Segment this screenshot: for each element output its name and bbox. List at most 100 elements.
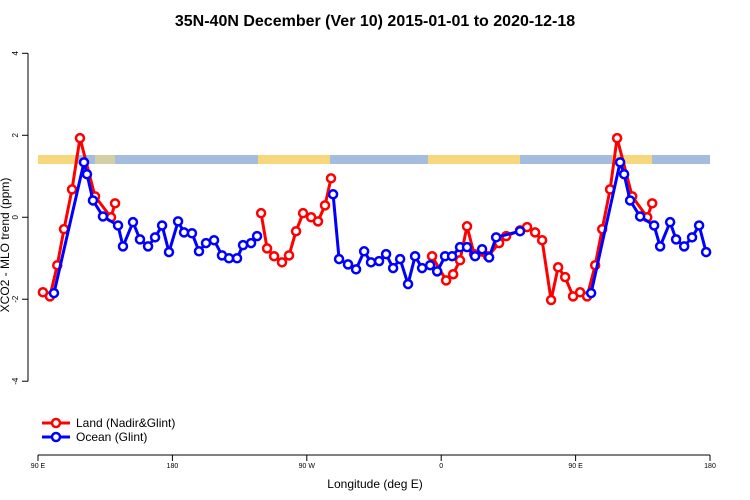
legend-label: Land (Nadir&Glint)	[76, 416, 175, 430]
data-point	[461, 241, 473, 253]
data-point	[387, 262, 399, 274]
data-point	[81, 168, 93, 180]
data-point	[654, 241, 666, 252]
x-tick-label: 90 E	[31, 463, 46, 470]
data-point	[552, 262, 564, 273]
x-tick-label: 0	[439, 463, 443, 470]
data-point	[461, 221, 473, 232]
data-point	[447, 268, 459, 280]
data-point	[149, 232, 161, 243]
data-point	[333, 253, 345, 265]
data-point	[134, 234, 146, 245]
data-point	[117, 241, 129, 252]
x-axis-label: Longitude (deg E)	[327, 477, 422, 491]
data-point	[78, 157, 90, 168]
chart-title: 35N-40N December (Ver 10) 2015-01-01 to …	[175, 13, 575, 30]
data-point	[648, 220, 660, 231]
data-point	[700, 246, 712, 258]
y-tick-label: -4	[11, 377, 20, 385]
x-tick-label: 180	[704, 463, 716, 470]
data-point	[476, 243, 488, 255]
data-point	[142, 241, 154, 252]
data-point	[109, 198, 121, 209]
data-point	[559, 271, 571, 283]
y-axis-label: XCO2 - MLO trend (ppm)	[0, 178, 12, 313]
data-point	[431, 266, 443, 277]
data-point	[365, 257, 377, 268]
data-point	[670, 234, 682, 245]
data-point	[416, 262, 428, 274]
series-line	[52, 160, 708, 294]
data-point	[268, 250, 280, 262]
data-point	[223, 252, 235, 264]
data-point	[172, 216, 184, 227]
data-point	[424, 259, 436, 271]
data-point	[664, 216, 676, 228]
data-point	[156, 220, 168, 231]
data-point	[469, 250, 481, 262]
y-tick-label: 2	[11, 133, 20, 138]
data-point	[87, 195, 99, 206]
data-point	[678, 241, 690, 252]
data-point	[231, 252, 243, 264]
data-point	[342, 259, 354, 270]
data-point	[373, 255, 385, 267]
data-point	[454, 255, 466, 266]
data-point	[193, 246, 205, 257]
data-point	[112, 220, 124, 231]
x-tick-label: 90 E	[568, 463, 583, 470]
data-point	[325, 173, 337, 184]
data-point	[350, 264, 362, 275]
y-tick-label: 4	[11, 51, 20, 56]
data-point	[276, 257, 288, 268]
plot-area	[37, 132, 712, 306]
data-point	[618, 168, 630, 180]
data-point	[440, 275, 452, 286]
data-point	[251, 230, 263, 242]
data-point	[358, 246, 370, 257]
data-point	[237, 239, 249, 251]
legend-label: Ocean (Glint)	[76, 430, 147, 444]
data-point	[426, 250, 438, 262]
data-point	[446, 250, 458, 262]
data-point	[97, 211, 109, 222]
data-point	[312, 216, 324, 227]
legend-marker	[50, 431, 62, 443]
data-point	[490, 232, 502, 243]
data-point	[127, 216, 139, 228]
data-point	[536, 234, 548, 246]
data-point	[283, 250, 295, 261]
data-point	[66, 184, 78, 195]
data-point	[74, 132, 86, 144]
data-point	[255, 207, 267, 219]
data-point	[402, 278, 414, 290]
data-point	[693, 220, 705, 231]
data-point	[245, 237, 257, 249]
y-tick-label: 0	[11, 214, 20, 219]
data-point	[380, 248, 392, 260]
data-point	[297, 207, 309, 219]
x-tick-label: 90 W	[299, 463, 316, 470]
data-point	[529, 227, 541, 238]
data-point	[319, 200, 331, 211]
x-tick-label: 180	[167, 463, 179, 470]
y-tick-label: -2	[11, 295, 20, 303]
data-point	[290, 225, 302, 237]
data-point	[545, 294, 557, 306]
surface-strip	[38, 155, 710, 164]
data-point	[200, 237, 212, 249]
data-point	[48, 287, 60, 299]
data-point	[624, 195, 636, 206]
data-point	[585, 287, 597, 299]
data-point	[394, 253, 406, 265]
data-point	[186, 227, 198, 239]
data-point	[409, 250, 421, 262]
data-point	[208, 234, 220, 246]
data-point	[483, 252, 495, 263]
data-point	[686, 232, 698, 243]
data-point	[327, 189, 339, 200]
data-point	[514, 225, 526, 237]
data-point	[163, 246, 175, 258]
data-point	[614, 157, 626, 168]
